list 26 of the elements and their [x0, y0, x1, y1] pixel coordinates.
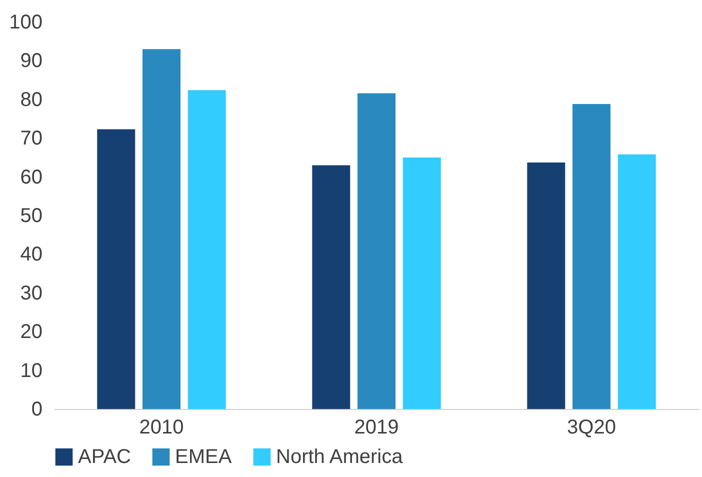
x-tick-label: 2010	[139, 416, 184, 438]
bar	[572, 104, 610, 409]
bar	[527, 162, 566, 409]
legend-label: North America	[276, 446, 404, 468]
y-tick-label: 100	[9, 12, 42, 34]
y-tick-label: 50	[20, 205, 42, 227]
y-tick-label: 80	[20, 88, 42, 111]
bar	[402, 157, 441, 409]
y-tick-label: 40	[20, 244, 42, 266]
bar	[97, 129, 136, 409]
y-tick-label: 70	[20, 128, 42, 150]
legend-label: EMEA	[175, 446, 232, 468]
bar	[312, 165, 350, 409]
legend-label: APAC	[78, 446, 131, 468]
bar	[618, 154, 656, 409]
x-tick-label: 3Q20	[567, 416, 616, 438]
bar	[188, 90, 226, 409]
y-tick-label: 10	[20, 360, 42, 382]
bar	[358, 93, 396, 409]
y-tick-label: 20	[20, 321, 42, 344]
y-tick-label: 30	[20, 282, 42, 304]
x-tick-label: 2019	[354, 416, 399, 438]
bar	[142, 49, 180, 409]
y-tick-label: 0	[31, 398, 42, 420]
y-tick-label: 90	[20, 50, 42, 72]
y-tick-label: 60	[20, 166, 42, 188]
